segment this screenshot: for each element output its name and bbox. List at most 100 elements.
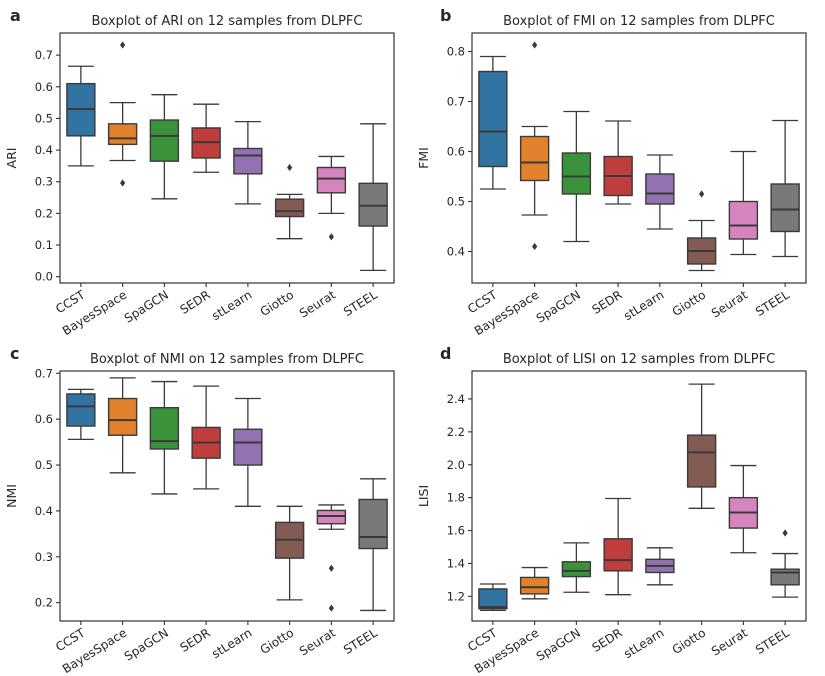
box-group-spagcn: [149, 380, 180, 495]
panel-c: c Boxplot of NMI on 12 samples from DLPFC…: [0, 338, 412, 676]
box-group-seurat: [728, 464, 759, 554]
panel-title: Boxplot of NMI on 12 samples from DLPFC: [90, 352, 364, 367]
x-tick-label: STEEL: [753, 626, 792, 658]
box-group-stlearn: [233, 120, 263, 205]
x-tick-label: Giotto: [670, 288, 709, 319]
x-tick-label: Seurat: [709, 288, 750, 321]
outlier-marker: [782, 529, 788, 537]
x-tick-label: Seurat: [297, 288, 338, 321]
y-tick-label: 0.2: [35, 206, 53, 220]
outlier-marker: [532, 41, 538, 49]
box: [358, 182, 388, 227]
box: [478, 588, 508, 610]
box: [107, 397, 138, 436]
box-group-ccst: [66, 388, 96, 440]
box: [478, 70, 508, 168]
y-tick-label: 2.2: [447, 425, 465, 439]
box: [645, 173, 675, 205]
x-tick-label: stLearn: [621, 626, 666, 661]
x-tick-label: SpaGCN: [122, 626, 171, 664]
x-tick-label: Seurat: [709, 626, 750, 659]
box-group-stlearn: [233, 397, 263, 507]
outlier-marker: [699, 190, 705, 198]
box-group-bayesspace: [519, 41, 550, 251]
panel-letter: c: [10, 344, 19, 363]
y-tick-label: 1.4: [447, 556, 465, 570]
y-tick-label: 0.7: [447, 95, 465, 109]
box-group-sedr: [603, 497, 633, 596]
y-axis-label: LISI: [416, 485, 431, 507]
x-tick-label: stLearn: [209, 288, 254, 323]
y-tick-label: 0.7: [35, 366, 53, 380]
y-tick-label: 0.3: [35, 175, 53, 189]
y-tick-label: 0.1: [35, 238, 53, 252]
box-group-seurat: [728, 150, 759, 256]
box: [770, 183, 800, 233]
y-tick-label: 0.4: [35, 143, 53, 157]
box-group-spagcn: [149, 94, 180, 200]
box-group-sedr: [191, 385, 221, 490]
x-tick-label: SEDR: [177, 288, 212, 317]
x-tick-label: SEDR: [177, 626, 212, 655]
plot-area-border: [471, 370, 807, 622]
box: [603, 538, 633, 572]
y-tick-label: 0.6: [35, 412, 53, 426]
box: [728, 200, 759, 240]
y-tick-label: 0.6: [35, 80, 53, 94]
box: [233, 428, 263, 466]
y-axis-label: ARI: [4, 148, 19, 169]
panel-a: a Boxplot of ARI on 12 samples from DLPFC…: [0, 0, 412, 338]
panel-d: d Boxplot of LISI on 12 samples from DLPF…: [412, 338, 825, 676]
outlier-marker: [328, 233, 334, 241]
plot-area-border: [59, 32, 395, 284]
panel-letter: d: [440, 344, 451, 363]
x-tick-label: Giotto: [670, 626, 709, 657]
box: [358, 498, 388, 550]
box-group-seurat: [316, 155, 347, 241]
y-tick-label: 0.5: [447, 195, 465, 209]
y-tick-label: 1.8: [447, 491, 465, 505]
box-group-spagcn: [561, 110, 592, 243]
y-tick-label: 0.8: [447, 45, 465, 59]
box-group-steel: [358, 478, 388, 612]
x-tick-label: SpaGCN: [122, 288, 171, 326]
box: [149, 406, 180, 450]
outlier-marker: [120, 41, 126, 49]
box-group-spagcn: [561, 542, 592, 593]
box: [561, 561, 592, 578]
box-group-ccst: [66, 65, 96, 167]
box: [519, 576, 550, 595]
y-tick-label: 0.4: [447, 245, 465, 259]
box-group-giotto: [686, 190, 717, 272]
y-tick-label: 0.5: [35, 111, 53, 125]
box: [66, 393, 96, 427]
plot-area-border: [59, 370, 395, 622]
x-tick-label: Giotto: [258, 288, 297, 319]
y-tick-label: 2.4: [447, 392, 465, 406]
x-tick-label: STEEL: [341, 626, 380, 658]
outlier-marker: [328, 564, 334, 572]
panel-a-chart: a Boxplot of ARI on 12 samples from DLPFC…: [4, 6, 395, 338]
panel-d-chart: d Boxplot of LISI on 12 samples from DLPF…: [416, 344, 807, 676]
box-group-seurat: [316, 504, 347, 612]
outlier-marker: [287, 163, 293, 172]
box: [561, 152, 592, 195]
y-tick-label: 0.6: [447, 145, 465, 159]
box-group-stlearn: [645, 547, 675, 586]
x-tick-label: STEEL: [753, 288, 792, 320]
outlier-marker: [120, 179, 126, 187]
box-group-ccst: [478, 55, 508, 190]
y-tick-label: 0.0: [35, 270, 53, 284]
box-group-sedr: [603, 120, 633, 205]
panel-title: Boxplot of LISI on 12 samples from DLPFC: [503, 352, 775, 367]
x-tick-label: Seurat: [297, 626, 338, 659]
box: [107, 123, 138, 146]
outlier-marker: [328, 604, 334, 612]
y-axis-label: NMI: [4, 484, 19, 508]
plot-area-border: [471, 32, 807, 284]
x-tick-label: SEDR: [589, 288, 624, 317]
y-tick-label: 0.2: [35, 596, 53, 610]
box-group-steel: [770, 119, 800, 258]
box-group-stlearn: [645, 154, 675, 230]
